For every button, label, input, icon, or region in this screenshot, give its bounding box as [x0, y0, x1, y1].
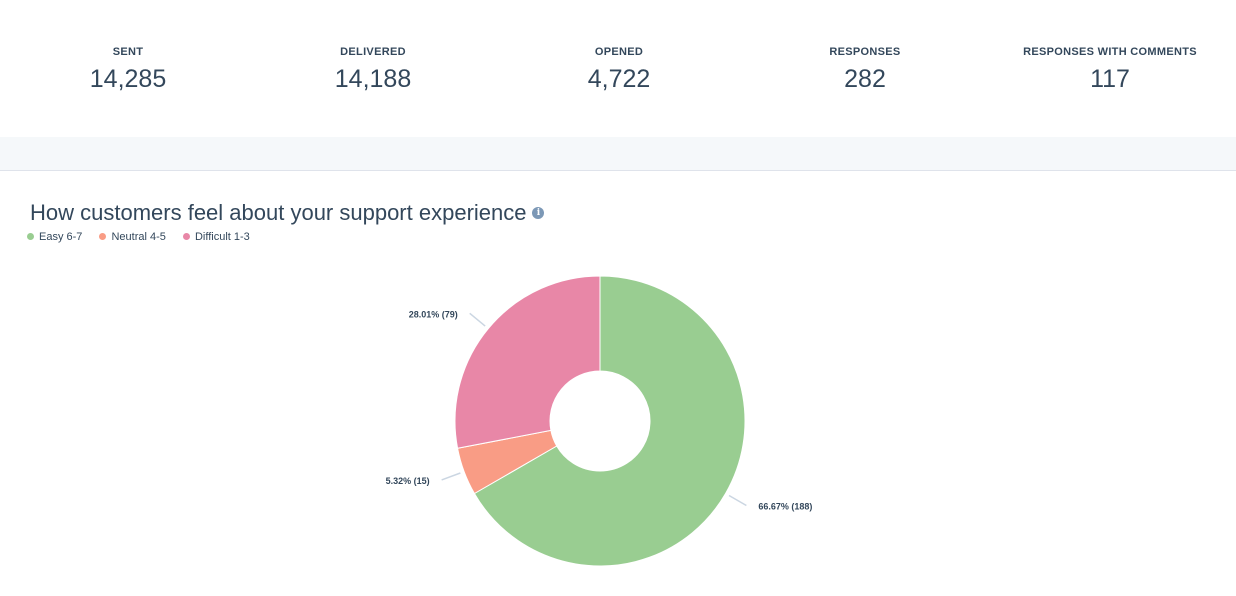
- donut-slice[interactable]: [473, 275, 746, 567]
- stat-value: 14,285: [89, 65, 167, 93]
- stat-value: 117: [1090, 65, 1130, 93]
- label-leader-line: [469, 312, 486, 327]
- stat-sent: SENT 14,285: [18, 45, 238, 94]
- info-icon[interactable]: i: [532, 207, 545, 220]
- stat-value: 14,188: [334, 65, 412, 93]
- stat-label: OPENED: [594, 46, 644, 58]
- slice-data-label: 66.67% (188): [758, 502, 812, 512]
- legend-item-easy[interactable]: Easy 6-7: [27, 230, 82, 244]
- legend-label: Easy 6-7: [39, 231, 83, 243]
- stat-label: SENT: [112, 46, 144, 58]
- label-leader-line: [441, 472, 461, 481]
- legend-label: Difficult 1-3: [194, 231, 250, 243]
- stat-value: 4,722: [587, 65, 651, 93]
- stats-bar: SENT 14,285 DELIVERED 14,188 OPENED 4,72…: [0, 0, 1236, 137]
- legend-dot: [99, 232, 107, 240]
- stat-responses: RESPONSES 282: [755, 45, 975, 94]
- section-divider: [0, 137, 1236, 171]
- legend-item-difficult[interactable]: Difficult 1-3: [182, 230, 250, 244]
- stat-value: 282: [844, 65, 886, 93]
- label-leader-line: [728, 494, 747, 507]
- report-title: How customers feel about your support ex…: [30, 199, 545, 227]
- slice-data-label: 5.32% (15): [386, 476, 430, 486]
- stat-responses-with-comments: RESPONSES WITH COMMENTS 117: [1000, 45, 1220, 94]
- legend-dot: [182, 232, 190, 240]
- report-title-text: How customers feel about your support ex…: [30, 200, 527, 225]
- stat-label: RESPONSES: [829, 46, 901, 58]
- legend-item-neutral[interactable]: Neutral 4-5: [99, 230, 166, 244]
- stat-delivered: DELIVERED 14,188: [263, 45, 483, 94]
- slice-data-label: 28.01% (79): [409, 309, 458, 319]
- stat-opened: OPENED 4,722: [509, 45, 729, 94]
- chart-legend: Easy 6-7 Neutral 4-5 Difficult 1-3: [27, 230, 264, 244]
- legend-label: Neutral 4-5: [111, 231, 166, 243]
- stat-label: RESPONSES WITH COMMENTS: [1023, 46, 1197, 58]
- legend-dot: [27, 232, 34, 240]
- donut-slice[interactable]: [454, 275, 601, 449]
- stat-label: DELIVERED: [340, 46, 406, 58]
